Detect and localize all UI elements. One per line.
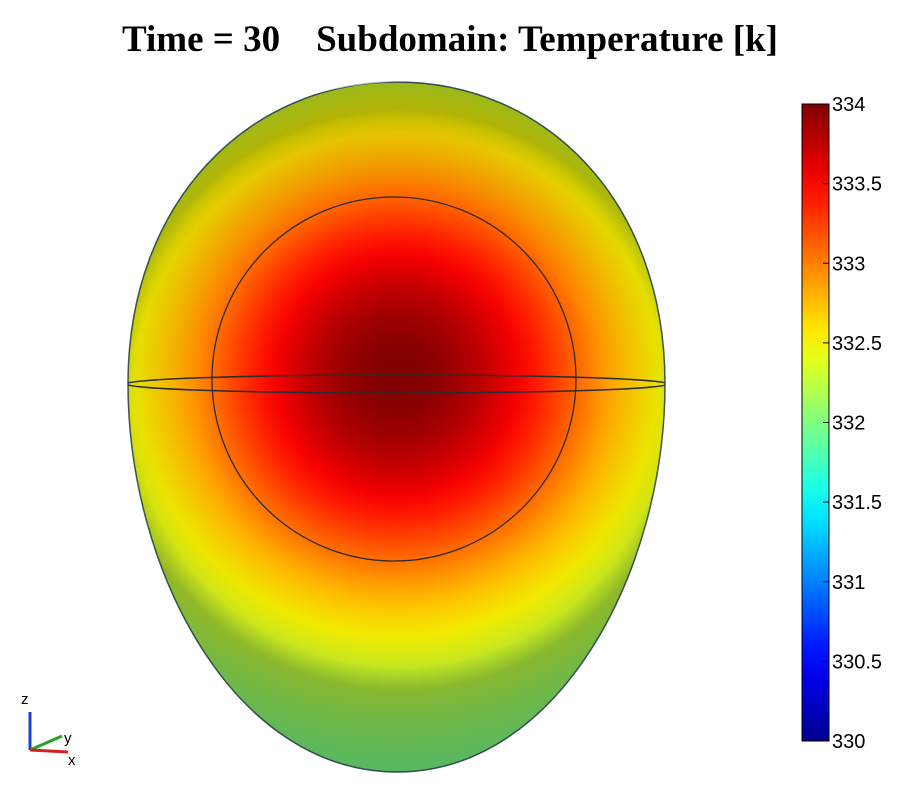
- x-axis-line: [29, 748, 69, 754]
- title-time: Time = 30: [121, 19, 281, 60]
- colorbar-tick-label: 333.5: [832, 174, 882, 196]
- y-axis-label: y: [64, 730, 72, 747]
- equator-ellipse-outline: [128, 374, 665, 394]
- chart-title: Time = 30 Subdomain: Temperature [k]: [0, 18, 900, 61]
- axes-triad: z y x: [21, 691, 76, 769]
- egg-shading: [128, 82, 665, 772]
- colorbar-tick-label: 333: [832, 253, 865, 275]
- temperature-field: [127, 78, 666, 773]
- colorbar-tick-label: 330: [832, 731, 865, 753]
- egg-rim-highlight: [254, 78, 421, 117]
- y-axis-line: [29, 734, 63, 752]
- colorbar-tick-label: 330.5: [832, 651, 882, 673]
- inner-sphere-outline: [211, 196, 577, 562]
- colorbar-tick-label: 334: [832, 94, 865, 116]
- colorbar: 330 330.5 331 331.5 332 332.5 333 333.5 334: [801, 94, 882, 753]
- colorbar-tick-label: 332: [832, 413, 865, 435]
- colorbar-tick-label: 332.5: [832, 333, 882, 355]
- x-axis-label: x: [68, 752, 76, 769]
- title-subdomain: Subdomain: Temperature [k]: [316, 19, 778, 60]
- colorbar-tick-label: 331.5: [832, 492, 882, 514]
- z-axis-label: z: [21, 691, 29, 708]
- colorbar-tick-label: 331: [832, 572, 865, 594]
